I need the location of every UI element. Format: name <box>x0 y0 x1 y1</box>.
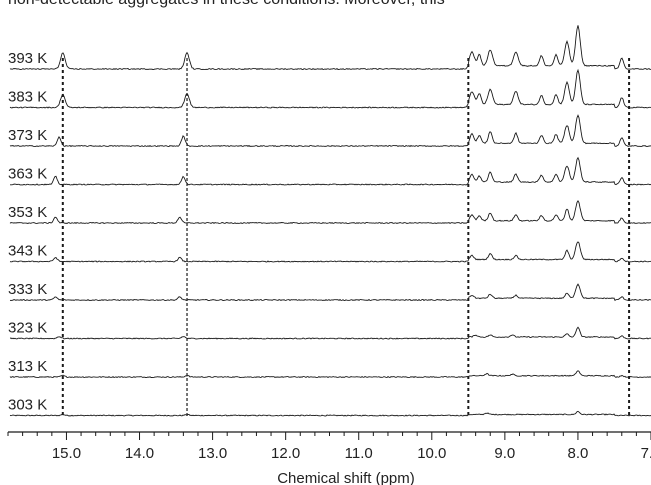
temperature-label: 323 K <box>8 320 47 337</box>
temperature-label: 333 K <box>8 281 47 298</box>
x-tick-label: 8.0 <box>568 445 589 462</box>
x-tick-label: 9.0 <box>494 445 515 462</box>
temperature-label: 313 K <box>8 358 47 375</box>
spectra-traces <box>9 25 651 417</box>
x-tick-label: 12.0 <box>271 445 300 462</box>
x-tick-label: 14.0 <box>125 445 154 462</box>
spectrum-trace <box>9 200 651 225</box>
temperature-label: 353 K <box>8 204 47 221</box>
spectrum-trace <box>9 326 651 340</box>
spectrum-trace <box>9 241 651 263</box>
reference-lines <box>61 58 631 418</box>
temperature-labels: 303 K 313 K 323 K 333 K 343 K 353 K 363 K 373 K… <box>8 50 47 414</box>
spectrum-trace <box>9 410 651 417</box>
temperature-label: 393 K <box>8 50 47 67</box>
temperature-label: 343 K <box>8 243 47 260</box>
x-tick-label: 13.0 <box>198 445 227 462</box>
spectrum-trace <box>9 68 651 109</box>
spectrum-trace <box>9 25 651 71</box>
spectrum-trace <box>9 283 651 302</box>
temperature-label: 373 K <box>8 127 47 144</box>
x-axis: 15.0 14.0 13.0 12.0 11.0 10.0 9.0 8.0 7.0 <box>7 431 651 462</box>
x-tick-label: 7.0 <box>641 445 651 462</box>
temperature-label: 303 K <box>8 397 47 414</box>
x-tick-label: 15.0 <box>52 445 81 462</box>
caption-snippet: non-detectable aggregates in these condi… <box>8 0 445 9</box>
spectrum-trace <box>9 370 651 379</box>
x-axis-title: Chemical shift (ppm) <box>277 470 415 485</box>
temperature-label: 383 K <box>8 89 47 106</box>
x-tick-label: 11.0 <box>345 445 373 462</box>
x-tick-label: 10.0 <box>417 445 446 462</box>
spectrum-trace <box>9 114 651 148</box>
temperature-label: 363 K <box>8 166 47 183</box>
spectrum-trace <box>9 156 651 186</box>
